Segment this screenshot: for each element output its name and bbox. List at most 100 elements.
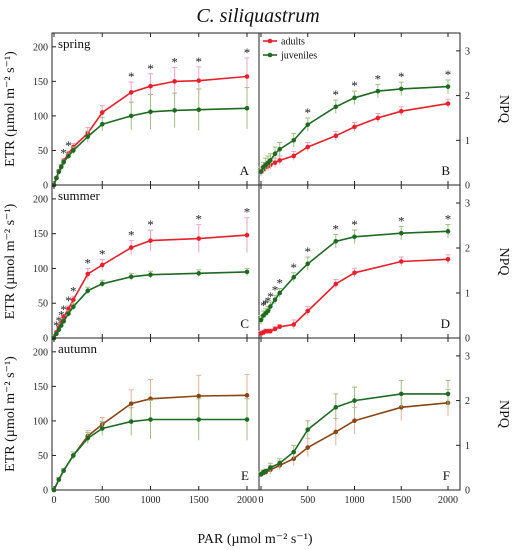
significance-star: * — [267, 289, 274, 304]
data-point-juveniles — [277, 290, 283, 296]
data-point-juveniles — [85, 134, 91, 139]
data-point-adults — [244, 232, 250, 238]
data-point-adults — [352, 270, 357, 276]
data-point-juveniles — [56, 477, 62, 482]
data-point-juveniles — [244, 417, 250, 422]
data-point-juveniles — [445, 391, 451, 397]
data-point-adults — [333, 281, 339, 287]
data-point-juveniles — [333, 404, 339, 410]
significance-star: * — [290, 260, 297, 275]
data-point-juveniles — [268, 465, 273, 470]
data-point-juveniles — [291, 449, 297, 455]
data-point-adults — [352, 418, 357, 424]
panel-frame — [51, 337, 260, 491]
y-tick-label: 150 — [33, 77, 48, 88]
panel-f: 0 500 1000 1500 2000 0 1 2 3 F NPQ — [258, 337, 511, 506]
y-tick-label: 2 — [465, 396, 470, 407]
data-point-juveniles — [172, 108, 177, 113]
data-point-adults — [66, 306, 71, 312]
y-tick-label: 0 — [43, 334, 48, 345]
significance-star: * — [351, 78, 358, 93]
y-axis-label-npq: NPQ — [496, 247, 511, 275]
y-tick-label: 0 — [465, 334, 470, 345]
panel-letter: E — [241, 468, 249, 483]
panel-letter: A — [240, 163, 250, 178]
y-axis-label-npq: NPQ — [496, 400, 511, 428]
data-point-juveniles — [305, 427, 311, 432]
data-point-adults — [398, 108, 404, 114]
significance-star: * — [244, 45, 251, 60]
data-point-juveniles — [85, 288, 91, 294]
y-tick-label: 0 — [43, 486, 48, 497]
significance-star: * — [276, 276, 283, 291]
panel-e: 0 500 1000 1500 2000 0 50 100 150 200 autumn E ETR (… — [3, 337, 260, 506]
data-point-adults — [291, 322, 297, 327]
series-line-juveniles — [53, 418, 247, 491]
data-point-adults — [244, 74, 250, 79]
data-point-juveniles — [71, 148, 76, 153]
x-tick-label: 500 — [300, 495, 315, 506]
data-point-juveniles — [268, 304, 273, 309]
panel-frame — [51, 184, 260, 339]
data-point-adults — [333, 429, 339, 435]
y-tick-label: 1 — [465, 441, 470, 452]
data-point-adults — [128, 90, 134, 95]
y-tick-label: 50 — [38, 299, 48, 310]
legend: adults juveniles — [263, 37, 317, 62]
legend-marker-juveniles — [267, 52, 273, 58]
data-point-juveniles — [398, 86, 404, 92]
data-point-juveniles — [148, 272, 153, 278]
significance-star: * — [85, 255, 92, 270]
data-point-adults — [196, 236, 202, 241]
significance-star: * — [65, 293, 72, 308]
panel-letter: C — [240, 316, 249, 331]
y-tick-label: 150 — [33, 229, 48, 240]
data-point-juveniles — [51, 487, 57, 493]
data-point-juveniles — [99, 121, 105, 127]
data-point-adults — [196, 78, 202, 83]
data-point-juveniles — [71, 453, 76, 458]
x-tick-label: 2000 — [438, 495, 458, 506]
data-point-adults — [445, 101, 451, 106]
data-point-juveniles — [66, 153, 71, 159]
data-point-juveniles — [291, 274, 297, 280]
data-point-juveniles — [258, 169, 264, 174]
significance-star: * — [60, 146, 67, 161]
significance-star: * — [262, 296, 269, 311]
figure-title: C. siliquastrum — [196, 5, 319, 27]
data-point-juveniles — [61, 468, 66, 473]
data-point-juveniles — [445, 229, 451, 234]
data-point-juveniles — [99, 426, 105, 431]
x-tick-label: 500 — [95, 495, 110, 506]
x-tick-label: 0 — [52, 495, 57, 506]
data-point-juveniles — [272, 151, 278, 157]
data-point-juveniles — [54, 175, 59, 181]
panel-letter: D — [441, 316, 450, 331]
legend-label-juveniles: juveniles — [280, 51, 317, 62]
data-point-adults — [71, 297, 76, 303]
data-point-adults — [272, 326, 278, 332]
significance-star: * — [333, 222, 340, 237]
data-point-juveniles — [305, 122, 311, 127]
data-point-adults — [148, 83, 153, 89]
y-tick-label: 150 — [33, 382, 48, 393]
y-tick-label: 3 — [465, 351, 470, 362]
y-tick-label: 0 — [465, 181, 470, 192]
significance-star: * — [305, 105, 312, 120]
data-point-juveniles — [258, 317, 264, 323]
data-point-juveniles — [244, 269, 250, 275]
data-point-adults — [268, 328, 273, 334]
data-point-juveniles — [128, 274, 134, 280]
data-point-adults — [128, 401, 134, 406]
season-label: autumn — [58, 341, 97, 356]
legend-marker-adults — [267, 38, 273, 44]
legend-label-adults: adults — [281, 37, 305, 48]
y-axis-label-etr: ETR (µmol m⁻² s⁻¹) — [3, 203, 18, 319]
data-point-adults — [99, 262, 105, 268]
significance-star: * — [171, 55, 178, 70]
data-point-juveniles — [148, 109, 153, 115]
significance-star: * — [56, 313, 63, 328]
